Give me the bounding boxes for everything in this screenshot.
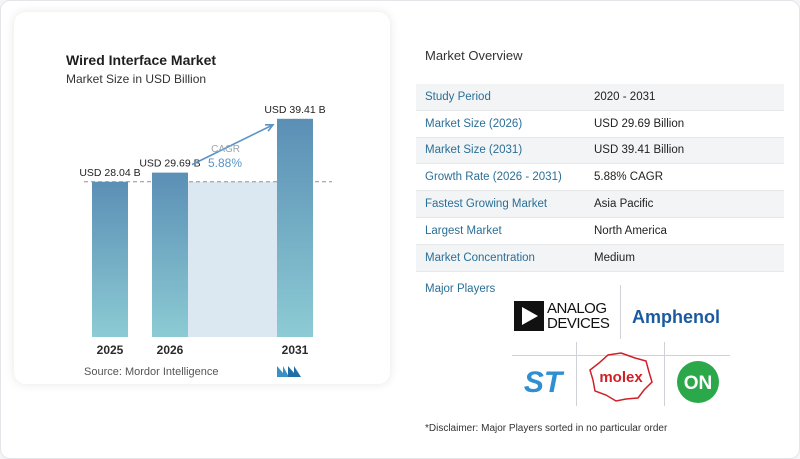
st-logo: ST bbox=[514, 362, 572, 400]
row-label: Market Concentration bbox=[425, 251, 535, 264]
amphenol-logo: Amphenol bbox=[622, 303, 730, 331]
cagr-value: 5.88% bbox=[208, 156, 242, 170]
overview-row: Market Size (2026) USD 29.69 Billion bbox=[416, 111, 784, 138]
source-text: Source: Mordor Intelligence bbox=[84, 366, 219, 378]
data-label-2025: USD 28.04 B bbox=[79, 167, 140, 179]
row-value: USD 29.69 Billion bbox=[594, 117, 685, 130]
cagr-arrow-head-icon bbox=[264, 123, 275, 132]
st-text: ST bbox=[524, 366, 565, 399]
major-players-label: Major Players bbox=[425, 283, 496, 295]
row-label: Growth Rate (2026 - 2031) bbox=[425, 171, 562, 184]
row-value: USD 39.41 Billion bbox=[594, 144, 685, 157]
chart-subtitle: Market Size in USD Billion bbox=[66, 72, 207, 86]
amphenol-text: Amphenol bbox=[632, 306, 720, 327]
x-tick-2031: 2031 bbox=[282, 343, 309, 357]
analog-devices-text-line2: DEVICES bbox=[547, 315, 610, 332]
on-text: ON bbox=[684, 373, 713, 394]
logo-divider bbox=[512, 355, 730, 356]
molex-text: molex bbox=[599, 369, 643, 386]
data-label-2031: USD 39.41 B bbox=[264, 104, 325, 116]
row-label: Market Size (2031) bbox=[425, 144, 523, 157]
on-semiconductor-logo: ON bbox=[676, 360, 722, 406]
logo-divider bbox=[664, 342, 665, 406]
bar-2025 bbox=[92, 181, 128, 337]
row-label: Fastest Growing Market bbox=[425, 198, 548, 211]
cagr-label: CAGR bbox=[211, 144, 240, 155]
overview-row: Market Size (2031) USD 39.41 Billion bbox=[416, 137, 784, 165]
overview-row: Largest Market North America bbox=[416, 218, 784, 245]
row-value: Medium bbox=[594, 251, 635, 264]
logo-divider bbox=[576, 342, 577, 406]
x-tick-2025: 2025 bbox=[97, 343, 124, 357]
logo-divider bbox=[620, 285, 621, 339]
overview-row: Fastest Growing Market Asia Pacific bbox=[416, 191, 784, 218]
row-value: 5.88% CAGR bbox=[594, 171, 664, 184]
x-tick-2026: 2026 bbox=[157, 343, 184, 357]
bar-2026 bbox=[152, 172, 188, 337]
overview-row: Market Concentration Medium bbox=[416, 244, 784, 272]
st-logo-icon: ST bbox=[524, 366, 565, 399]
bar-2031 bbox=[277, 118, 313, 338]
analog-devices-text-line1: ANALOG bbox=[547, 300, 607, 317]
overview-row: Study Period 2020 - 2031 bbox=[416, 84, 784, 111]
row-label: Study Period bbox=[425, 90, 491, 103]
molex-logo-icon: molex bbox=[589, 352, 653, 402]
row-label: Largest Market bbox=[425, 224, 502, 237]
chart-title: Wired Interface Market bbox=[66, 52, 217, 68]
row-label: Market Size (2026) bbox=[425, 117, 523, 130]
overview-table: Study Period 2020 - 2031 Market Size (202… bbox=[416, 84, 784, 272]
data-label-2026: USD 29.69 B bbox=[139, 158, 200, 170]
cagr-arrow-line bbox=[191, 124, 274, 166]
bar-chart: USD 28.04 B 2025 USD 29.69 B 2026 USD 39.41 … bbox=[79, 104, 332, 357]
analog-devices-triangle-icon bbox=[514, 301, 544, 331]
row-value: Asia Pacific bbox=[594, 198, 654, 211]
row-value: 2020 - 2031 bbox=[594, 90, 656, 103]
analog-devices-logo: ANALOG DEVICES bbox=[514, 298, 618, 334]
mordor-logo-icon bbox=[277, 366, 301, 377]
overview-row: Growth Rate (2026 - 2031) 5.88% CAGR bbox=[416, 164, 784, 192]
overview-title: Market Overview bbox=[425, 48, 523, 63]
on-logo-icon: ON bbox=[677, 361, 719, 403]
molex-logo: molex bbox=[586, 350, 656, 404]
disclaimer-text: *Disclaimer: Major Players sorted in no … bbox=[425, 423, 668, 434]
row-value: North America bbox=[594, 224, 667, 237]
chart-card: USD 28.04 B 2025 USD 29.69 B 2026 USD 39.41 … bbox=[14, 12, 390, 384]
